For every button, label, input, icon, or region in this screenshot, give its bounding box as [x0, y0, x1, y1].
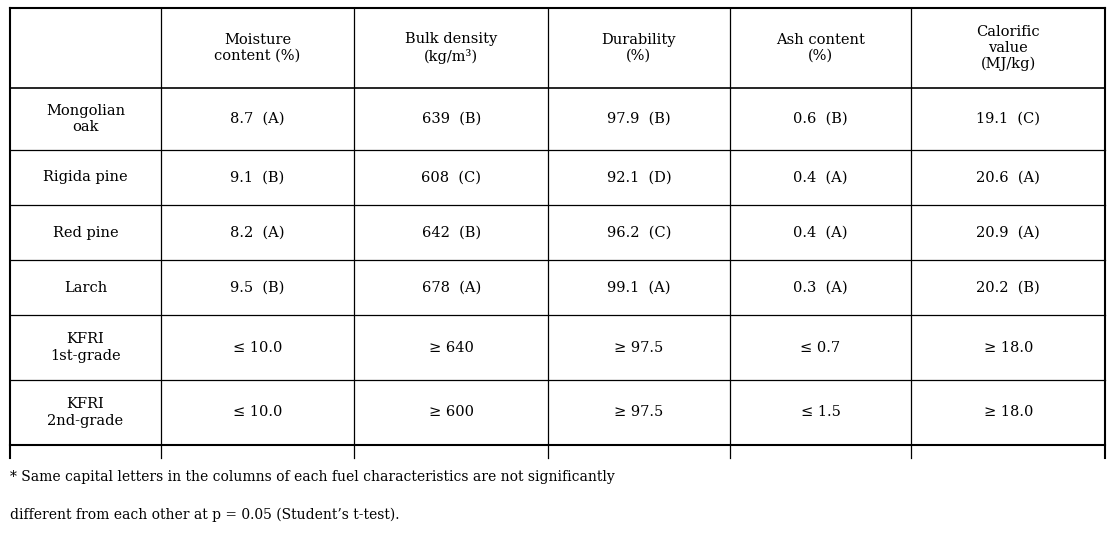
Text: Durability
(%): Durability (%) [601, 33, 676, 63]
Text: 0.3  (A): 0.3 (A) [793, 280, 848, 295]
Text: 20.9  (A): 20.9 (A) [977, 226, 1040, 240]
Text: ≤ 0.7: ≤ 0.7 [801, 341, 841, 354]
Text: 99.1  (A): 99.1 (A) [607, 280, 671, 295]
Text: 0.4  (A): 0.4 (A) [793, 226, 848, 240]
Text: ≥ 640: ≥ 640 [429, 341, 474, 354]
Text: ≤ 10.0: ≤ 10.0 [233, 341, 282, 354]
Text: ≥ 600: ≥ 600 [429, 406, 474, 420]
Text: 97.9  (B): 97.9 (B) [607, 112, 671, 126]
Text: 9.1  (B): 9.1 (B) [231, 171, 284, 184]
Text: 678  (A): 678 (A) [421, 280, 480, 295]
Text: 8.2  (A): 8.2 (A) [231, 226, 284, 240]
Text: ≥ 97.5: ≥ 97.5 [614, 341, 663, 354]
Text: ≥ 18.0: ≥ 18.0 [983, 406, 1033, 420]
Text: KFRI
1st‑grade: KFRI 1st‑grade [50, 332, 121, 363]
Text: Bulk density
(kg/m³): Bulk density (kg/m³) [405, 33, 497, 63]
Text: 96.2  (C): 96.2 (C) [607, 226, 671, 240]
Text: 8.7  (A): 8.7 (A) [231, 112, 284, 126]
Text: 20.2  (B): 20.2 (B) [977, 280, 1040, 295]
Text: * Same capital letters in the columns of each fuel characteristics are not signi: * Same capital letters in the columns of… [10, 470, 615, 484]
Text: Ash content
(%): Ash content (%) [776, 33, 865, 63]
Text: ≥ 18.0: ≥ 18.0 [983, 341, 1033, 354]
Text: Calorific
value
(MJ/kg): Calorific value (MJ/kg) [977, 25, 1040, 71]
Text: KFRI
2nd‑grade: KFRI 2nd‑grade [47, 397, 123, 428]
Text: 608  (C): 608 (C) [421, 171, 482, 184]
Text: Moisture
content (%): Moisture content (%) [215, 33, 301, 63]
Text: 0.6  (B): 0.6 (B) [793, 112, 848, 126]
Text: 92.1  (D): 92.1 (D) [607, 171, 671, 184]
Text: Mongolian
oak: Mongolian oak [46, 104, 125, 134]
Text: Larch: Larch [64, 280, 108, 295]
Text: 642  (B): 642 (B) [421, 226, 480, 240]
Text: ≤ 1.5: ≤ 1.5 [801, 406, 840, 420]
Text: different from each other at p = 0.05 (Student’s t-test).: different from each other at p = 0.05 (S… [10, 508, 400, 522]
Text: 20.6  (A): 20.6 (A) [977, 171, 1040, 184]
Text: ≥ 97.5: ≥ 97.5 [614, 406, 663, 420]
Text: Rigida pine: Rigida pine [43, 171, 128, 184]
Text: ≤ 10.0: ≤ 10.0 [233, 406, 282, 420]
Text: 9.5  (B): 9.5 (B) [231, 280, 284, 295]
Text: 19.1  (C): 19.1 (C) [977, 112, 1040, 126]
Text: 0.4  (A): 0.4 (A) [793, 171, 848, 184]
Text: 639  (B): 639 (B) [421, 112, 480, 126]
Text: Red pine: Red pine [53, 226, 119, 240]
